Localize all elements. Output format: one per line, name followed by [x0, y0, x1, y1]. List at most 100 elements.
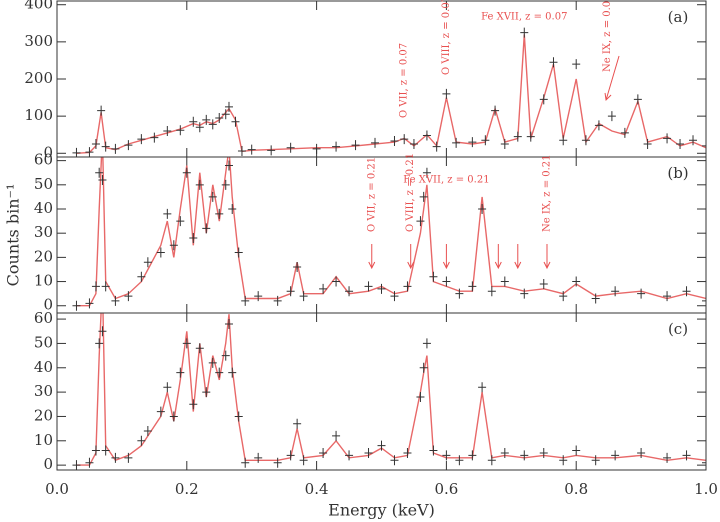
data-point	[176, 216, 185, 227]
data-point	[539, 278, 548, 289]
data-point	[85, 457, 94, 468]
data-point	[111, 452, 120, 463]
line-annotation: Ne IX, z = 0.21	[541, 154, 552, 232]
data-point	[400, 134, 409, 145]
data-point	[572, 276, 581, 287]
data-point	[137, 271, 146, 282]
data-point	[215, 367, 224, 378]
data-point	[182, 167, 191, 178]
data-point	[247, 144, 256, 155]
plot-area	[72, 157, 706, 311]
y-tick-label: 0	[43, 143, 53, 161]
model-line	[76, 157, 706, 307]
line-annotation: Ne IX, z = 0.07	[602, 0, 613, 72]
data-point	[390, 291, 399, 302]
data-point	[221, 109, 230, 120]
y-tick-label: 50	[34, 333, 53, 351]
panel-label: (b)	[667, 164, 688, 182]
data-point	[487, 286, 496, 297]
data-point	[611, 450, 620, 461]
y-tick-label: 100	[24, 106, 53, 124]
data-point	[189, 116, 198, 127]
data-point	[637, 288, 646, 299]
data-point	[549, 57, 558, 68]
y-tick-label: 0	[43, 455, 53, 473]
data-point	[591, 455, 600, 466]
arrow	[514, 244, 522, 270]
data-point	[452, 137, 461, 148]
data-point	[581, 135, 590, 146]
data-point	[351, 140, 360, 151]
data-point	[195, 179, 204, 190]
arrow	[494, 244, 502, 270]
data-point	[176, 125, 185, 136]
data-point	[237, 146, 246, 157]
line-annotation: O VII, z = 0.07	[399, 43, 410, 118]
data-point	[607, 111, 616, 122]
data-point	[702, 140, 706, 151]
x-axis-label: Energy (keV)	[328, 501, 435, 520]
data-point	[195, 122, 204, 133]
data-point	[468, 281, 477, 292]
data-point	[202, 114, 211, 125]
data-point	[202, 223, 211, 234]
data-point	[224, 101, 233, 112]
data-point	[676, 139, 685, 149]
y-tick-label: 60	[34, 151, 53, 169]
data-point	[539, 447, 548, 458]
data-point	[432, 141, 441, 152]
data-point	[286, 142, 295, 153]
y-tick-label: 0	[43, 296, 53, 314]
data-point	[419, 191, 428, 202]
data-point	[637, 447, 646, 458]
data-point	[273, 457, 282, 468]
data-point	[682, 286, 691, 297]
data-point	[487, 455, 496, 466]
data-point	[559, 135, 568, 146]
data-point	[91, 281, 100, 292]
x-tick-label: 0.8	[564, 480, 588, 498]
data-point	[332, 430, 341, 441]
y-tick-label: 10	[34, 272, 53, 290]
y-tick-label: 20	[34, 406, 53, 424]
data-point	[215, 113, 224, 123]
y-tick-label: 40	[34, 199, 53, 217]
data-point	[429, 271, 438, 282]
data-point	[111, 143, 120, 154]
data-point	[163, 126, 172, 136]
data-point	[221, 179, 230, 190]
data-point	[611, 286, 620, 297]
data-point	[520, 27, 529, 38]
data-point	[156, 406, 165, 417]
data-point	[195, 343, 204, 354]
data-point	[371, 137, 380, 148]
line-annotation: O VIII, z = 0.07	[441, 0, 452, 75]
data-point	[156, 247, 165, 258]
data-point	[189, 233, 198, 244]
data-point	[377, 283, 386, 294]
data-point	[403, 281, 412, 292]
arrow	[442, 244, 450, 270]
data-point	[293, 262, 302, 273]
data-point	[455, 288, 464, 299]
data-point	[91, 445, 100, 456]
data-point	[293, 418, 302, 429]
x-tick-label: 1.0	[694, 480, 718, 498]
data-point	[390, 455, 399, 466]
data-point	[633, 94, 642, 105]
y-tick-label: 50	[34, 175, 53, 193]
x-tick-label: 0.6	[434, 480, 458, 498]
data-point	[208, 119, 217, 130]
data-point	[520, 288, 529, 299]
data-point	[682, 450, 691, 461]
data-point	[390, 136, 399, 147]
data-point	[442, 450, 451, 461]
data-point	[95, 167, 104, 178]
panel-label: (a)	[668, 8, 689, 26]
data-point	[286, 450, 295, 461]
data-point	[500, 447, 509, 458]
data-point	[176, 367, 185, 378]
plot-area	[72, 313, 706, 470]
data-point	[182, 338, 191, 349]
data-point	[228, 367, 237, 378]
